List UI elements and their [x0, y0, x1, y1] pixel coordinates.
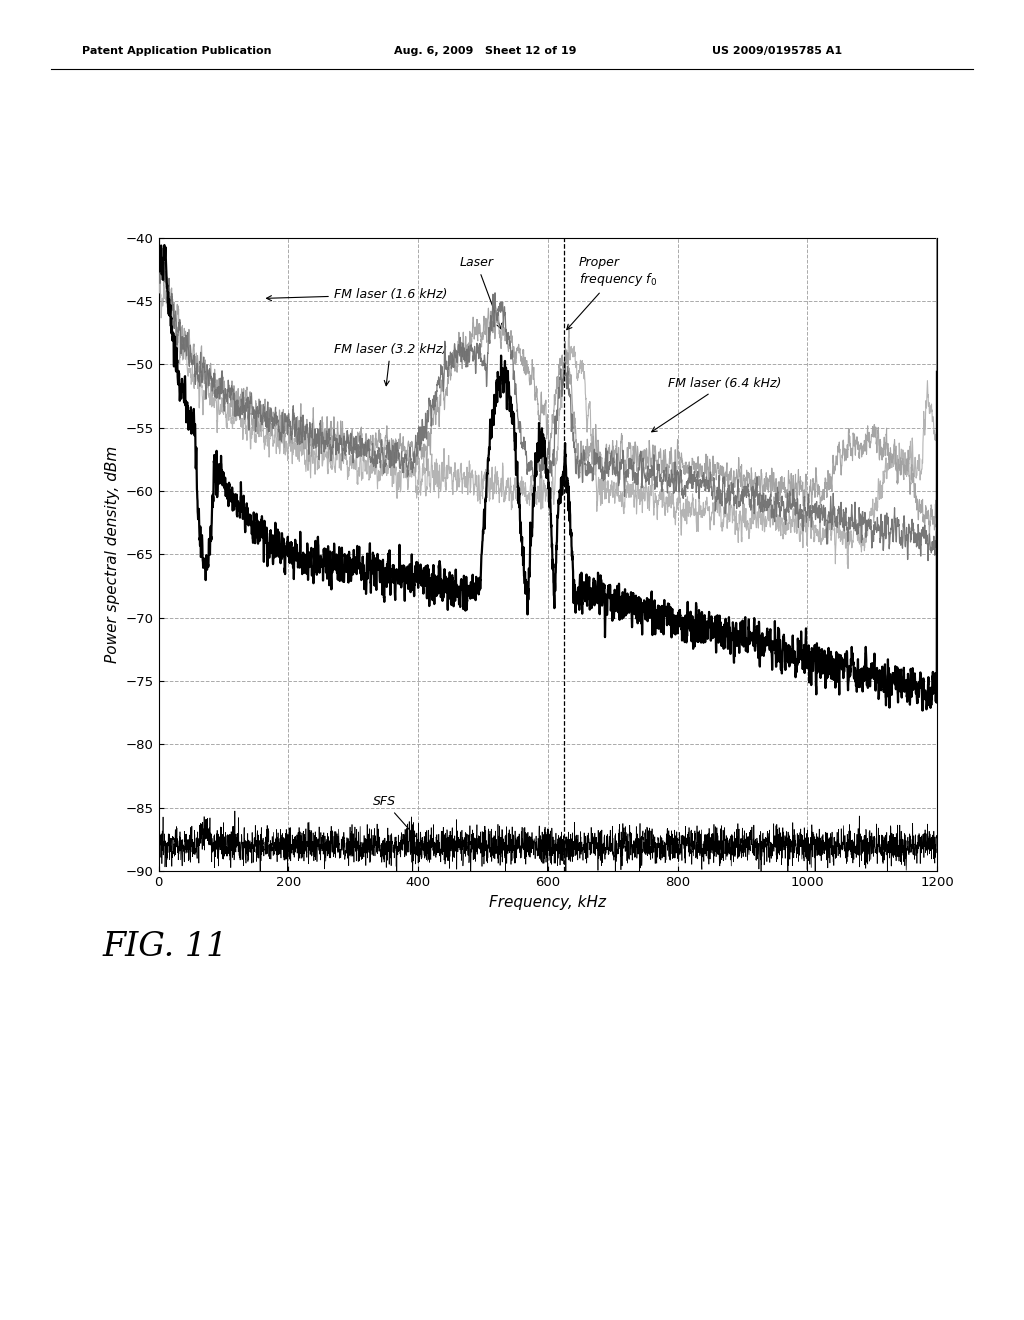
Text: FM laser (6.4 kHz): FM laser (6.4 kHz): [651, 376, 781, 432]
Text: FM laser (3.2 kHz): FM laser (3.2 kHz): [334, 343, 447, 385]
Y-axis label: Power spectral density, dBm: Power spectral density, dBm: [105, 446, 120, 663]
Text: Aug. 6, 2009   Sheet 12 of 19: Aug. 6, 2009 Sheet 12 of 19: [394, 46, 577, 57]
Text: FIG. 11: FIG. 11: [102, 931, 227, 962]
Text: FM laser (1.6 kHz): FM laser (1.6 kHz): [266, 288, 447, 301]
Text: Proper
frequency $f_0$: Proper frequency $f_0$: [566, 256, 657, 330]
Text: Laser: Laser: [460, 256, 502, 329]
Text: Patent Application Publication: Patent Application Publication: [82, 46, 271, 57]
Text: SFS: SFS: [373, 795, 416, 837]
X-axis label: Frequency, kHz: Frequency, kHz: [489, 895, 606, 909]
Text: US 2009/0195785 A1: US 2009/0195785 A1: [712, 46, 842, 57]
